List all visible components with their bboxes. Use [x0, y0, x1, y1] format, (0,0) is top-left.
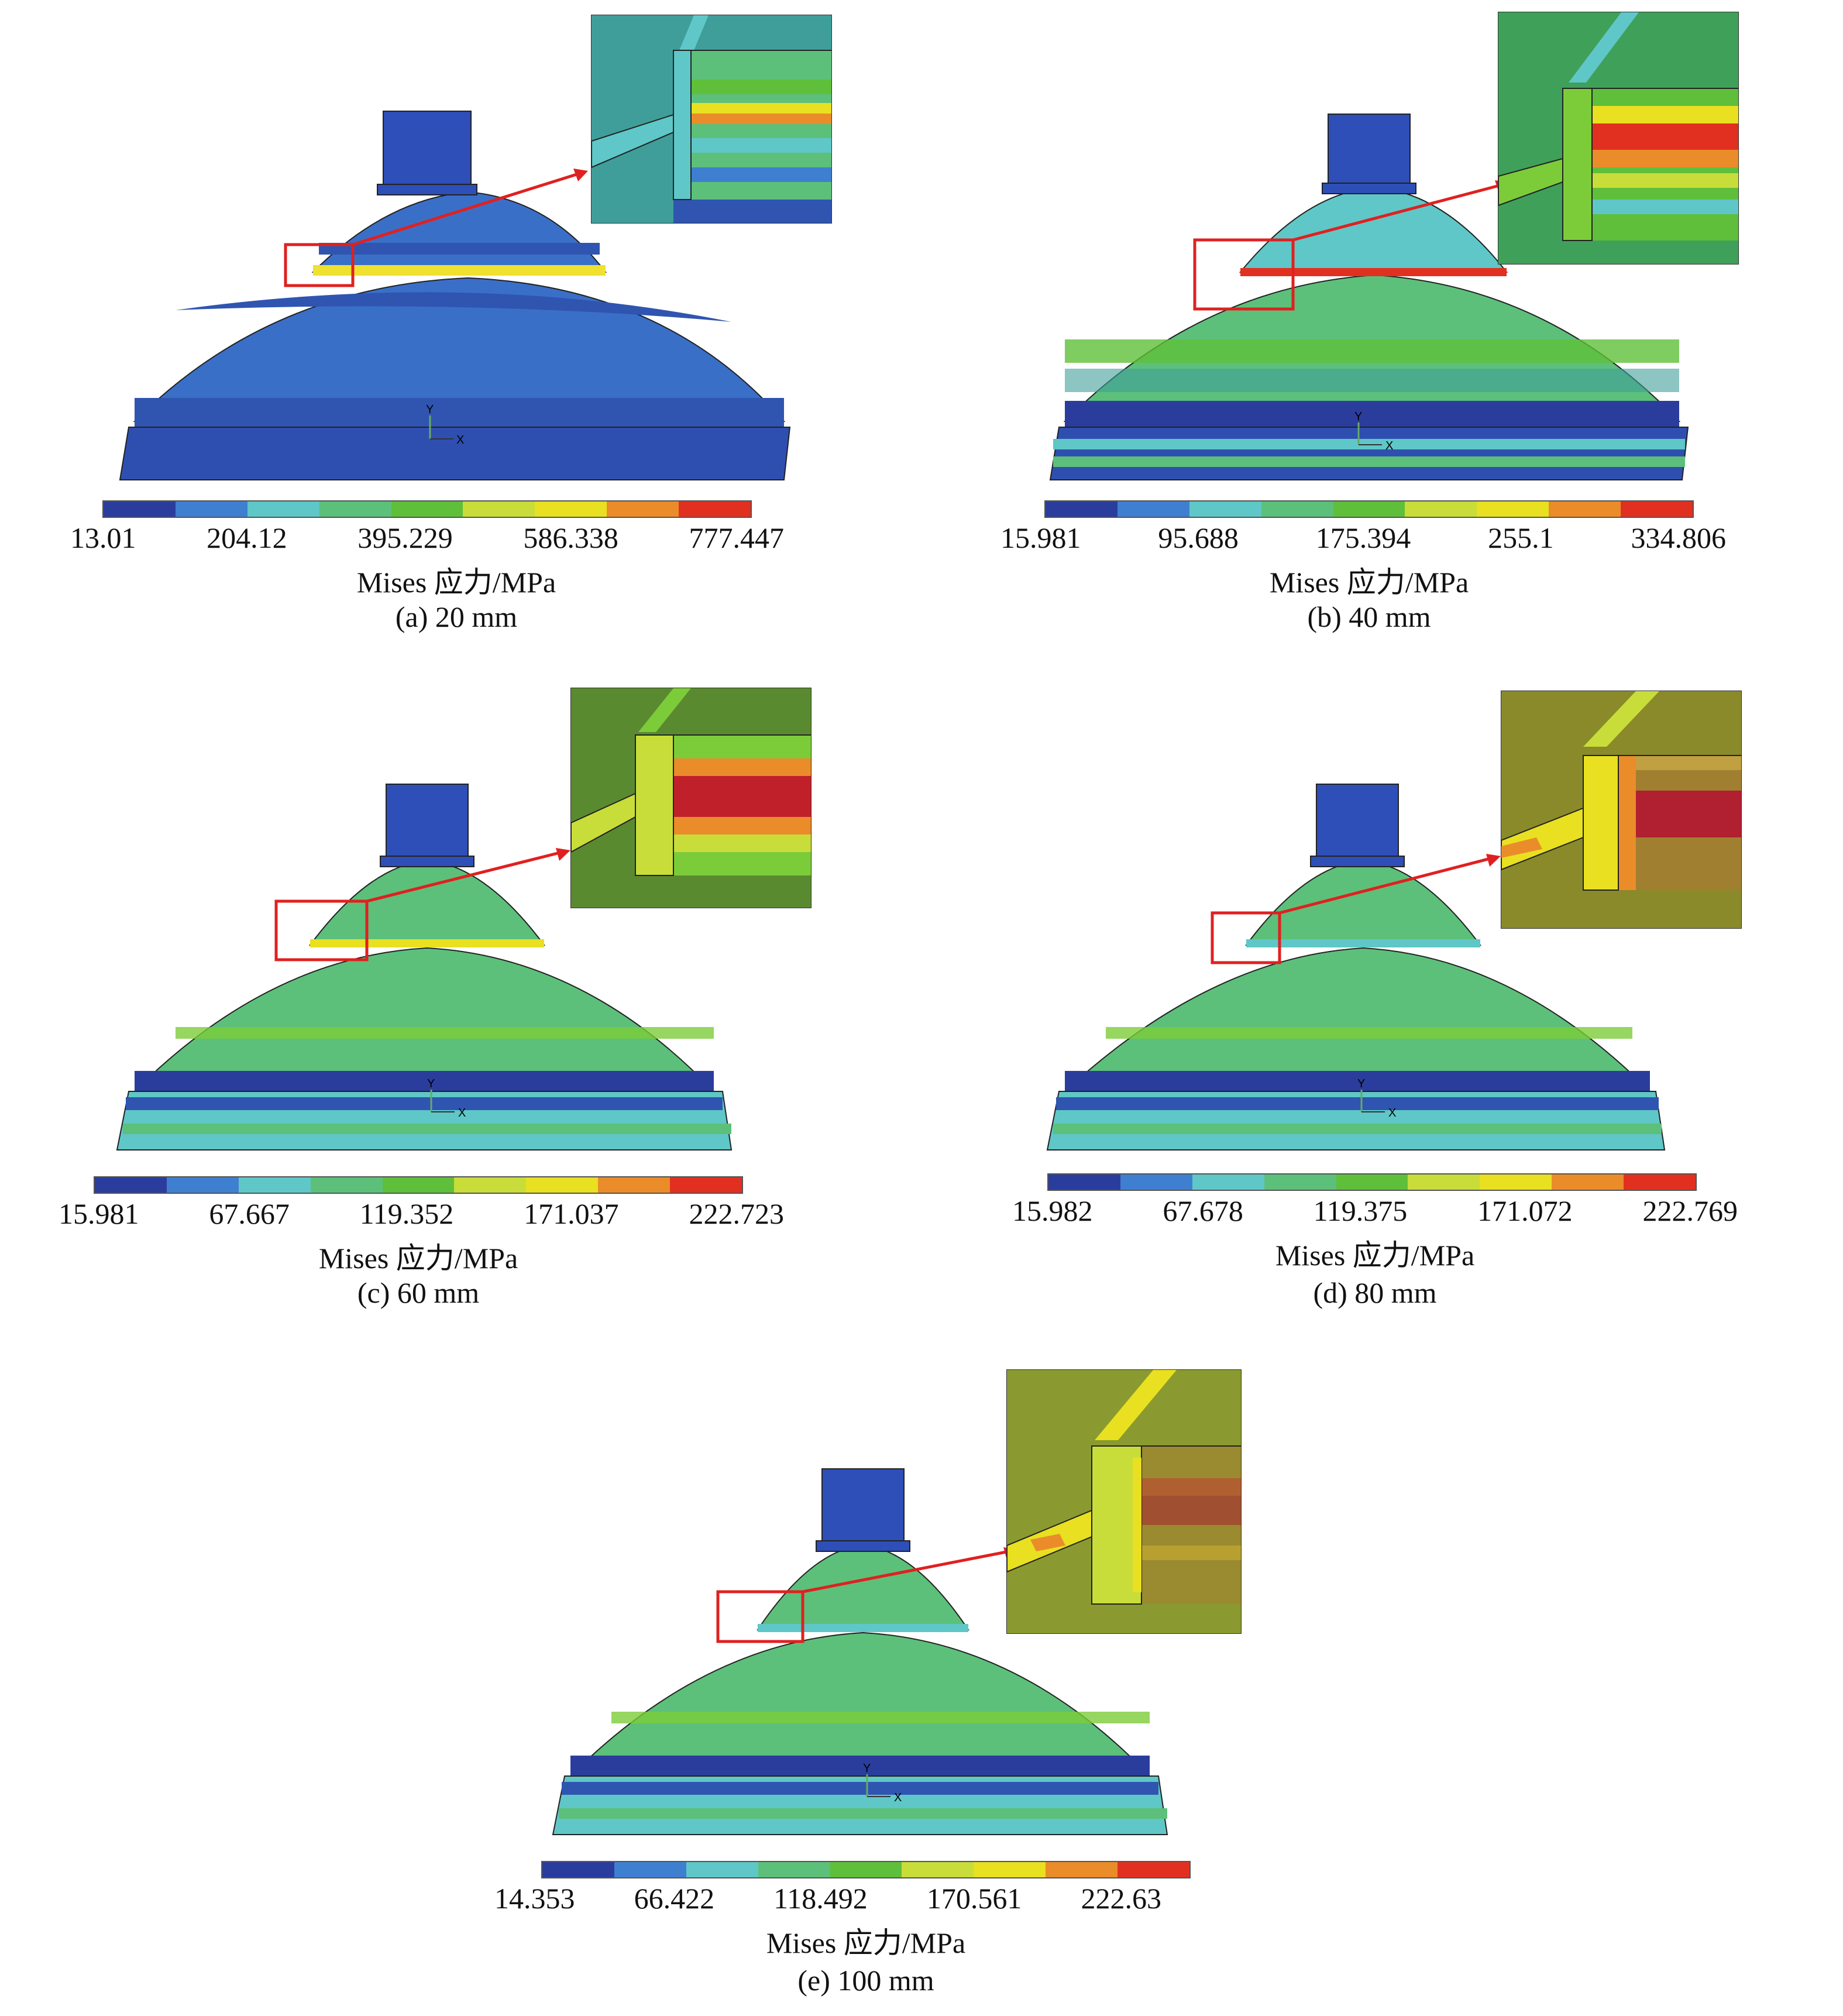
color-legend-bar	[541, 1861, 1191, 1878]
panel-c: Y X 15.981 67.667 119.352 171.037 222.72…	[59, 682, 971, 1320]
legend-ticks: 15.982 67.678 119.375 171.072 222.769	[1012, 1194, 1738, 1228]
axis-y-glyph: Y	[426, 403, 434, 416]
legend-ticks: 15.981 67.667 119.352 171.037 222.723	[59, 1197, 784, 1231]
detail-inset	[1501, 691, 1742, 929]
legend-tick: 13.01	[70, 521, 136, 554]
legend-tick: 222.769	[1642, 1194, 1738, 1227]
legend-unit-label: Mises 应力/MPa	[1269, 566, 1469, 599]
svg-text:Y: Y	[1354, 410, 1362, 423]
color-legend-bar	[94, 1176, 743, 1194]
legend-unit-label: Mises 应力/MPa	[356, 566, 556, 599]
panel-e: Y X 14.353 66.422 118.492 170.561 222.63	[494, 1366, 1407, 2004]
legend-tick: 67.678	[1163, 1194, 1243, 1227]
detail-inset	[591, 15, 832, 224]
stress-contour-model: Y X	[116, 784, 733, 1150]
legend-tick: 66.422	[634, 1882, 715, 1915]
legend-unit-label: Mises 应力/MPa	[318, 1242, 518, 1275]
axis-x-glyph: X	[456, 434, 464, 447]
panel-caption: (e) 100 mm	[797, 1964, 934, 1997]
legend-tick: 170.561	[926, 1882, 1022, 1915]
panel-caption: (c) 60 mm	[357, 1276, 480, 1309]
panel-caption: (d) 80 mm	[1313, 1276, 1437, 1309]
color-legend-bar	[1044, 500, 1694, 518]
svg-text:Y: Y	[1357, 1077, 1365, 1090]
legend-tick: 14.353	[494, 1882, 575, 1915]
stress-contour-model: Y X	[119, 111, 791, 480]
detail-inset	[570, 688, 812, 908]
svg-text:X: X	[1388, 1107, 1396, 1119]
legend-tick: 175.394	[1315, 521, 1411, 554]
legend-tick: 15.981	[1000, 521, 1081, 554]
legend-tick: 586.338	[523, 521, 618, 554]
legend-tick: 15.982	[1012, 1194, 1093, 1227]
legend-tick: 395.229	[357, 521, 453, 554]
legend-tick: 222.63	[1081, 1882, 1161, 1915]
panel-caption: (b) 40 mm	[1307, 600, 1431, 633]
legend-tick: 95.688	[1158, 521, 1239, 554]
panel-a: Y X 13.01 204.12 395.229 586.338 777.44	[59, 6, 971, 644]
svg-text:Y: Y	[427, 1077, 435, 1090]
stress-contour-model: Y X	[1049, 114, 1689, 480]
legend-tick: 204.12	[207, 521, 287, 554]
panel-d: Y X 15.982 67.678 119.375 171.072 222.76…	[989, 682, 1843, 1320]
legend-tick: 119.375	[1313, 1194, 1408, 1227]
color-legend-bar	[102, 500, 752, 518]
legend-unit-label: Mises 应力/MPa	[766, 1926, 966, 1959]
legend-tick: 255.1	[1488, 521, 1554, 554]
svg-text:Y: Y	[863, 1762, 871, 1775]
legend-tick: 15.981	[59, 1197, 139, 1230]
stress-contour-model: Y X	[552, 1468, 1168, 1835]
svg-text:X: X	[458, 1107, 466, 1119]
panel-caption: (a) 20 mm	[395, 600, 518, 633]
legend-tick: 222.723	[689, 1197, 784, 1230]
detail-inset	[1498, 12, 1739, 265]
legend-ticks: 13.01 204.12 395.229 586.338 777.447	[70, 521, 784, 555]
legend-tick: 777.447	[689, 521, 785, 554]
svg-text:X: X	[1385, 439, 1393, 452]
legend-tick: 171.037	[524, 1197, 619, 1230]
legend-tick: 118.492	[773, 1882, 868, 1915]
panel-b: Y X 15.981 95.688 175.394 255.1 334.806 …	[989, 6, 1843, 644]
color-legend-bar	[1047, 1173, 1697, 1191]
stress-contour-model: Y X	[1046, 784, 1666, 1150]
legend-tick: 334.806	[1631, 521, 1727, 554]
legend-tick: 119.352	[359, 1197, 454, 1230]
legend-unit-label: Mises 应力/MPa	[1275, 1239, 1475, 1272]
legend-ticks: 14.353 66.422 118.492 170.561 222.63	[494, 1881, 1161, 1915]
legend-tick: 67.667	[209, 1197, 290, 1230]
svg-text:X: X	[894, 1791, 902, 1804]
detail-inset	[1006, 1369, 1242, 1634]
legend-ticks: 15.981 95.688 175.394 255.1 334.806	[1000, 521, 1726, 555]
legend-tick: 171.072	[1477, 1194, 1573, 1227]
